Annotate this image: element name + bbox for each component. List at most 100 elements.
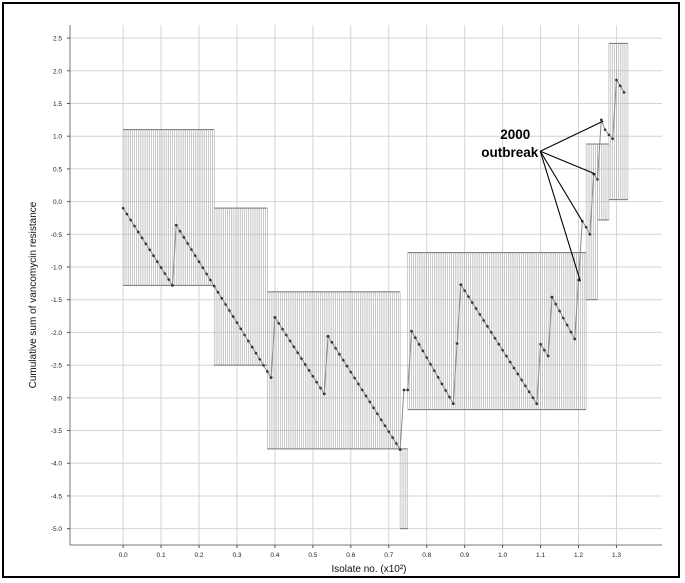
- data-point: [307, 369, 311, 372]
- x-tick-label: 0.9: [460, 552, 469, 559]
- y-tick-label: -1.5: [51, 297, 63, 304]
- data-point: [520, 378, 523, 382]
- data-point: [353, 376, 356, 380]
- data-point: [190, 248, 193, 251]
- data-point: [611, 137, 614, 141]
- data-point: [300, 357, 303, 360]
- data-point: [133, 224, 136, 228]
- data-point: [372, 406, 375, 410]
- data-point: [174, 223, 178, 227]
- x-tick-label: 1.0: [498, 552, 507, 559]
- x-tick-label: 0.6: [346, 552, 355, 559]
- data-point: [562, 316, 565, 320]
- data-point: [186, 242, 189, 245]
- data-point: [163, 272, 167, 275]
- data-point: [565, 323, 569, 327]
- data-point: [315, 380, 318, 384]
- data-point: [448, 395, 451, 399]
- y-tick-label: -2.0: [51, 330, 63, 337]
- data-point: [535, 402, 539, 406]
- data-point: [527, 390, 531, 394]
- data-point: [546, 354, 550, 358]
- data-point: [508, 360, 512, 364]
- data-point: [603, 128, 607, 131]
- y-tick-label: -1.0: [51, 265, 63, 272]
- data-point: [569, 330, 573, 334]
- y-tick-label: -3.5: [51, 428, 63, 435]
- data-point: [622, 91, 626, 94]
- data-point: [137, 230, 140, 234]
- data-point: [497, 342, 501, 346]
- data-point: [341, 358, 345, 362]
- annotation-leader-line: [540, 150, 596, 175]
- data-point: [489, 330, 493, 334]
- data-point: [577, 278, 580, 282]
- data-point: [322, 392, 326, 396]
- annotation-leader-line: [540, 120, 604, 152]
- data-point: [182, 236, 186, 239]
- data-point: [584, 225, 588, 229]
- data-point: [596, 178, 599, 181]
- data-point: [387, 430, 391, 433]
- data-point: [516, 372, 520, 376]
- data-point: [531, 396, 535, 400]
- axes: 0.0 0.1 0.2 0.3 0.4 0.5 0.6 0.7 0.8 0.9 1.0 1.1 1.2 1…: [51, 25, 662, 559]
- outbreak-annotation: 2000 outbreak: [481, 120, 604, 282]
- x-tick-label: 0.1: [157, 552, 166, 559]
- x-tick-label: 0.3: [232, 552, 241, 559]
- data-point: [334, 346, 337, 350]
- data-point: [254, 351, 258, 355]
- data-point: [524, 384, 527, 388]
- data-point: [292, 345, 296, 349]
- data-point: [129, 218, 133, 222]
- x-tick-label: 0.8: [422, 552, 431, 559]
- data-point: [486, 325, 489, 328]
- data-point: [212, 284, 216, 288]
- data-point: [455, 342, 459, 345]
- y-tick-label: -3.0: [51, 395, 63, 402]
- x-tick-label: 1.2: [574, 552, 583, 559]
- data-point: [554, 302, 558, 306]
- data-point: [379, 418, 383, 422]
- annotation-line-1: 2000: [500, 127, 530, 142]
- data-point: [463, 289, 466, 292]
- data-point: [338, 352, 341, 356]
- data-point: [250, 345, 254, 349]
- data-point: [152, 254, 155, 257]
- data-point: [467, 295, 470, 298]
- data-point: [383, 424, 387, 427]
- data-point: [440, 382, 444, 386]
- y-tick-label: -4.0: [51, 461, 63, 468]
- data-point: [588, 233, 592, 236]
- data-point: [512, 366, 516, 370]
- data-point: [258, 357, 262, 361]
- data-point: [395, 442, 398, 445]
- data-point: [197, 260, 201, 264]
- y-tick-label: 2.5: [53, 36, 62, 43]
- data-point: [144, 242, 148, 246]
- data-point: [262, 364, 265, 367]
- x-tick-label: 0.7: [384, 552, 393, 559]
- data-point: [433, 369, 436, 372]
- annotation-leader-line: [539, 151, 581, 282]
- data-point: [243, 333, 246, 337]
- data-point: [391, 436, 394, 439]
- data-point: [326, 335, 330, 338]
- x-tick-label: 0.4: [270, 552, 279, 559]
- data-point: [281, 327, 284, 331]
- y-tick-label: 1.5: [53, 101, 62, 108]
- data-point: [171, 284, 174, 287]
- data-point: [459, 283, 463, 286]
- data-point: [505, 354, 508, 358]
- data-point: [228, 309, 231, 312]
- data-point: [493, 336, 497, 340]
- data-point: [296, 351, 299, 354]
- y-axis-title: Cumulative sum of vancomycin resistance: [28, 201, 39, 388]
- data-point: [436, 375, 440, 379]
- data-point: [599, 118, 603, 122]
- data-point: [205, 272, 208, 276]
- data-point: [216, 290, 220, 294]
- data-point: [478, 313, 482, 316]
- data-point: [402, 388, 406, 392]
